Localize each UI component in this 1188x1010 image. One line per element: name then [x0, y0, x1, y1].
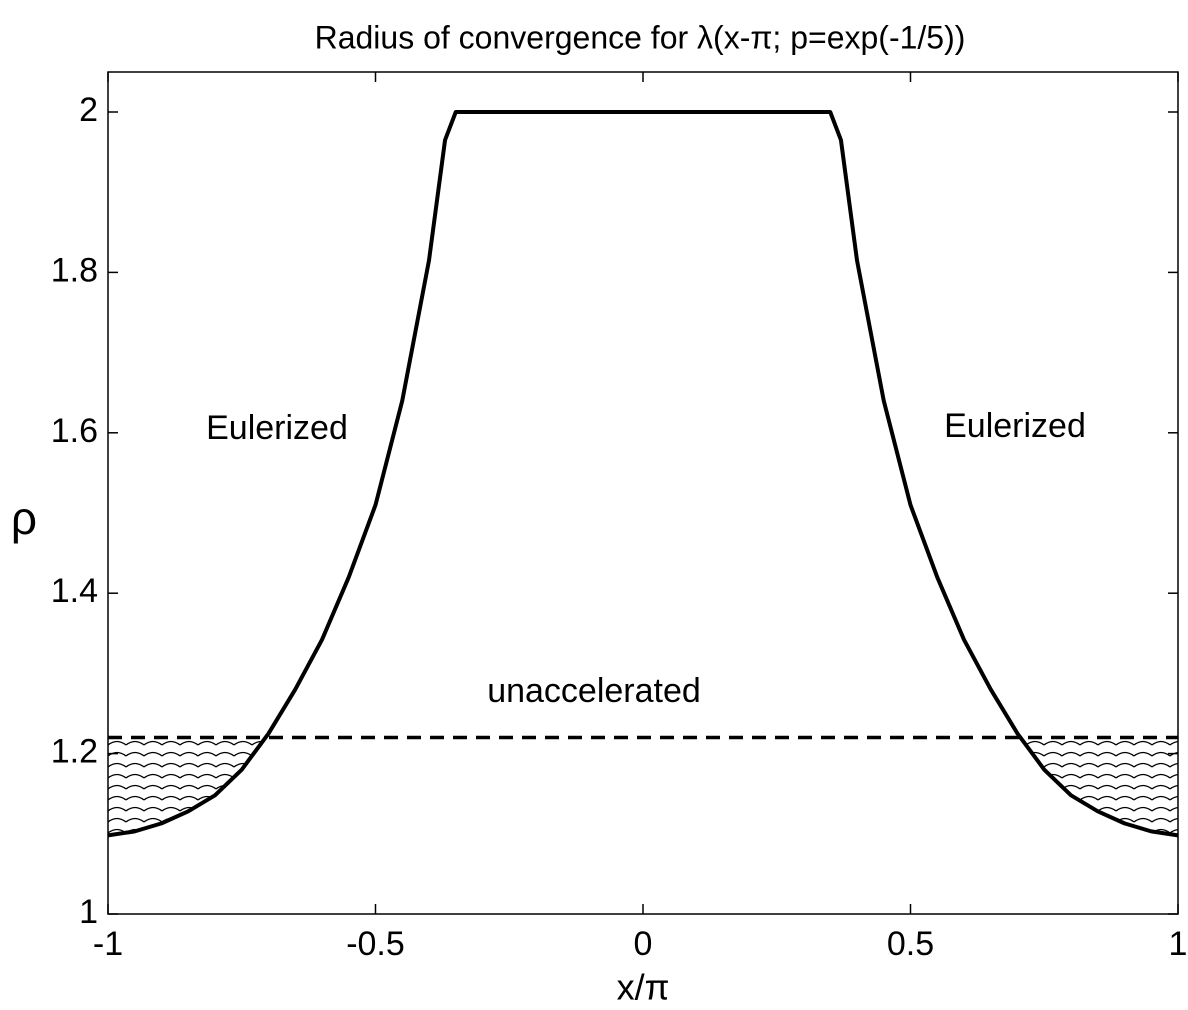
annotation: Eulerized [944, 407, 1086, 445]
hatch-region [108, 740, 1178, 836]
y-tick-label: 1.2 [51, 733, 98, 771]
y-axis-label: ρ [11, 492, 37, 544]
annotation: Eulerized [206, 409, 348, 447]
x-tick-label: -1 [93, 925, 123, 963]
y-tick-label: 1.4 [51, 572, 98, 610]
y-tick-label: 1.8 [51, 251, 98, 289]
plot-frame [107, 71, 1179, 915]
x-tick-label: 1 [1169, 925, 1188, 963]
x-tick-label: 0 [634, 925, 653, 963]
y-tick-label: 2 [79, 91, 98, 129]
y-tick-label: 1 [79, 893, 98, 931]
x-tick-label: -0.5 [346, 925, 405, 963]
x-tick-label: 0.5 [887, 925, 934, 963]
x-axis-label: x/π [617, 967, 670, 1008]
curve [107, 110, 1179, 838]
y-tick-label: 1.6 [51, 412, 98, 450]
chart-title: Radius of convergence for λ(x-π; p=exp(-… [315, 19, 966, 55]
annotation: unaccelerated [487, 672, 701, 710]
